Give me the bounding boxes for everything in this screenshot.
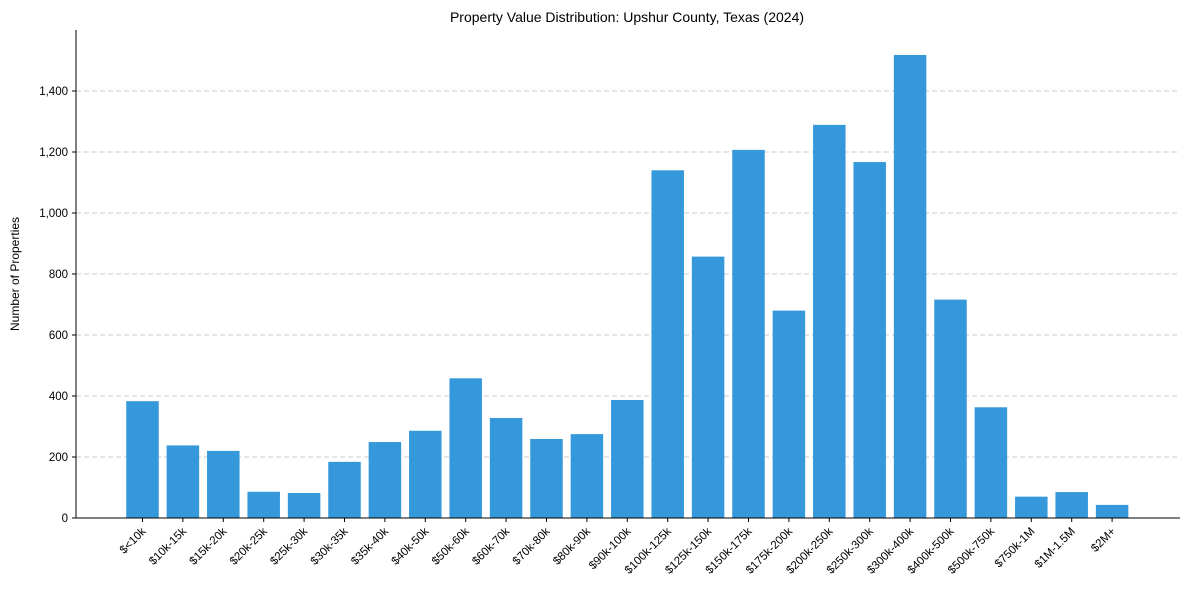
bar xyxy=(166,445,200,518)
bar xyxy=(934,299,967,518)
y-tick-label: 1,400 xyxy=(39,86,68,98)
bar xyxy=(449,378,482,518)
x-ticks: $<10k$10k-15k$15k-20k$20k-25k$25k-30k$30… xyxy=(118,518,1118,577)
bar xyxy=(611,399,644,518)
y-axis-label: Number of Properties xyxy=(8,217,22,331)
bar xyxy=(853,162,886,518)
bar xyxy=(489,417,523,518)
bar xyxy=(813,124,846,518)
bar xyxy=(570,434,604,518)
bar xyxy=(893,55,927,518)
x-tick-label: $20k-25k xyxy=(228,525,270,567)
bar xyxy=(409,430,442,518)
bar xyxy=(247,491,280,518)
bar xyxy=(1055,492,1088,518)
bar xyxy=(328,461,361,518)
x-tick-label: $10k-15k xyxy=(147,525,189,567)
bars xyxy=(126,55,1129,519)
x-tick-label: $35k-40k xyxy=(349,525,391,567)
x-tick-label: $750k-1M xyxy=(993,526,1038,571)
x-tick-label: $50k-60k xyxy=(430,525,472,567)
bar xyxy=(530,439,563,518)
x-tick-label: $1M-1.5M xyxy=(1033,526,1078,571)
bar xyxy=(732,149,765,519)
x-tick-label: $2M+ xyxy=(1089,525,1118,554)
x-tick-label: $40k-50k xyxy=(389,525,431,567)
y-tick-label: 200 xyxy=(49,452,68,464)
y-tick-label: 1,000 xyxy=(39,208,68,220)
bar xyxy=(1095,504,1129,518)
grid-lines xyxy=(76,90,1180,458)
y-ticks: 0 200 400 600 800 1,000 1,200 1,400 xyxy=(39,86,76,525)
y-tick-label: 600 xyxy=(49,330,68,342)
bar xyxy=(651,170,684,519)
bar xyxy=(207,450,240,518)
y-tick-label: 400 xyxy=(49,391,68,403)
bar xyxy=(287,492,321,518)
x-tick-label: $30k-35k xyxy=(309,525,351,567)
y-tick-label: 0 xyxy=(62,513,68,525)
bar xyxy=(1015,496,1048,518)
x-tick-label: $25k-30k xyxy=(268,525,310,567)
bar xyxy=(126,401,159,518)
bar xyxy=(974,407,1008,518)
y-tick-label: 1,200 xyxy=(39,147,68,159)
bar xyxy=(772,310,806,518)
x-tick-label: $70k-80k xyxy=(511,525,553,567)
chart-title: Property Value Distribution: Upshur Coun… xyxy=(450,9,804,25)
x-tick-label: $60k-70k xyxy=(470,525,512,567)
x-tick-label: $80k-90k xyxy=(551,525,593,567)
x-tick-label: $<10k xyxy=(118,525,149,556)
bar xyxy=(368,442,402,518)
x-tick-label: $15k-20k xyxy=(187,525,229,567)
bar xyxy=(691,256,725,518)
y-tick-label: 800 xyxy=(49,269,68,281)
